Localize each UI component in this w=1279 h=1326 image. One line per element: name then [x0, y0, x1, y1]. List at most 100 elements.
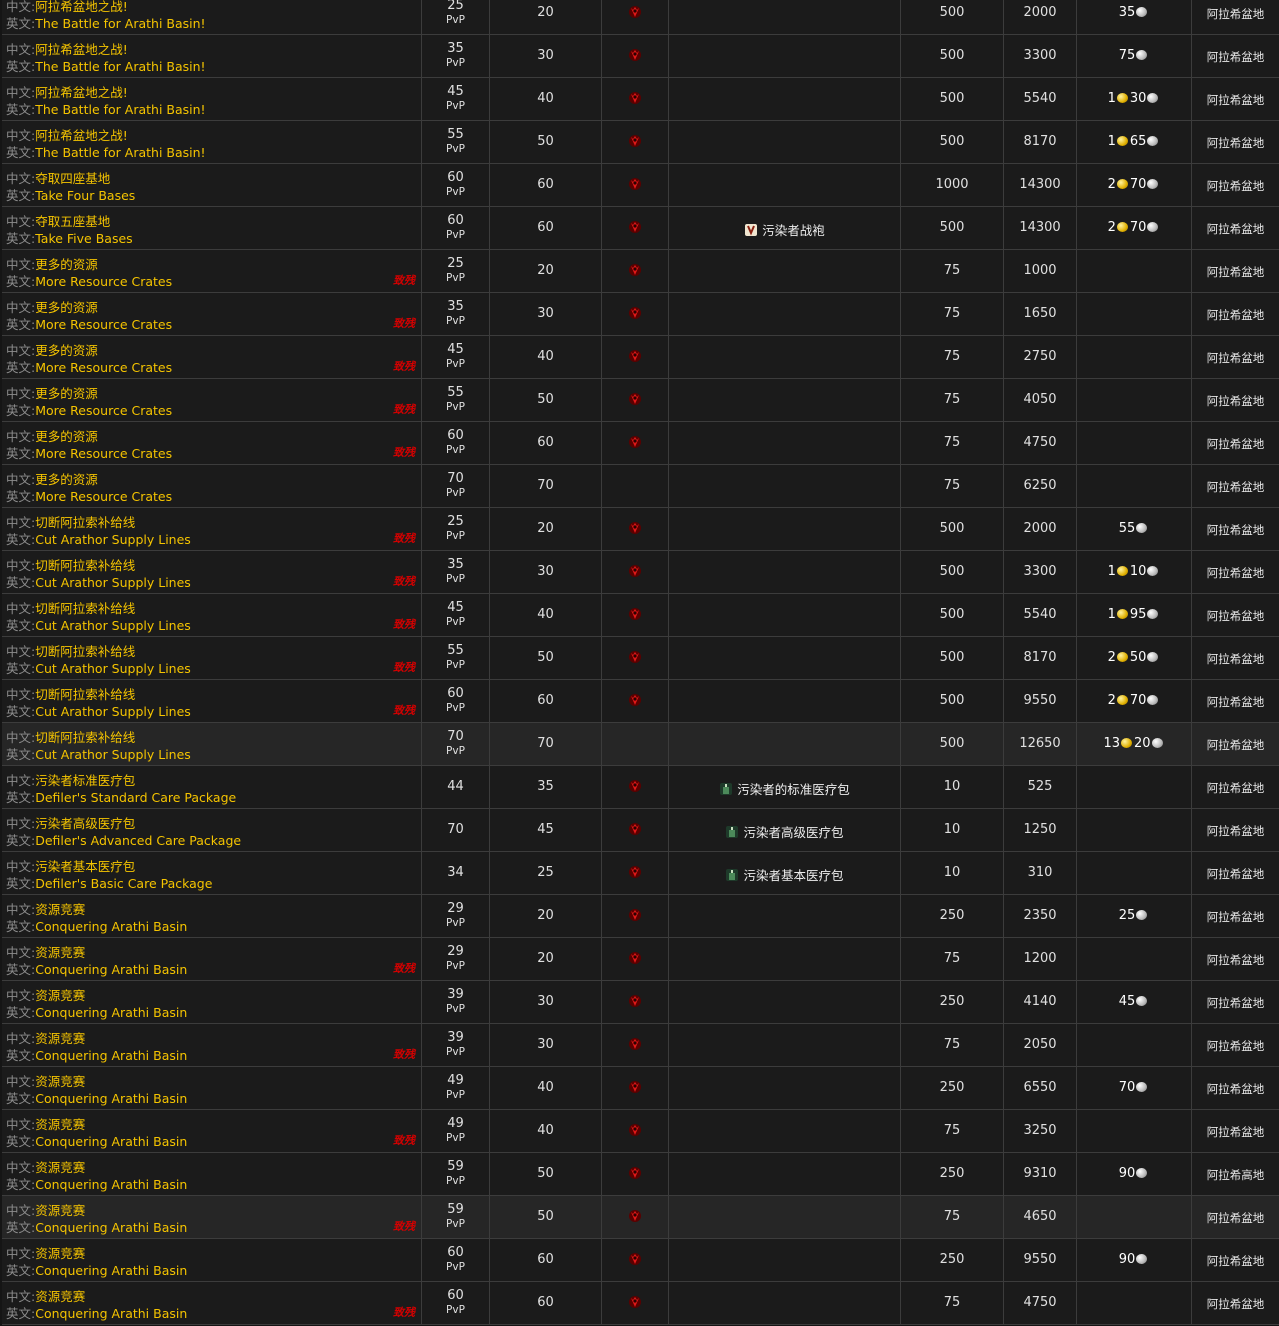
cell: 阿拉希盆地 — [1191, 1024, 1279, 1066]
cell: 4050 — [1003, 379, 1076, 421]
cell: 1000 — [900, 164, 1003, 206]
reputation: 75 — [943, 1037, 961, 1052]
cell: 25 PvP — [421, 508, 489, 550]
cell: 阿拉希盆地 — [1191, 78, 1279, 120]
horde-icon — [629, 1124, 641, 1136]
quest-name-en: Cut Arathor Supply Lines — [35, 618, 191, 633]
cell: 525 — [1003, 766, 1076, 808]
label-cn: 中文: — [6, 386, 36, 401]
cell — [601, 465, 668, 507]
cell: 4750 — [1003, 422, 1076, 464]
cell: 13 20 — [1076, 723, 1191, 765]
experience: 8170 — [1023, 134, 1057, 149]
quest-row: 中文:资源竞赛 英文:Conquering Arathi Basin 致残 29 PvP… — [2, 938, 1279, 981]
cell — [601, 852, 668, 894]
required-level: 30 — [537, 306, 554, 321]
name-cn-line: 中文:资源竞赛 — [6, 942, 85, 961]
name-en-line: 英文:Conquering Arathi Basin — [6, 1303, 187, 1322]
required-level: 60 — [537, 220, 554, 235]
quest-level: 59 — [447, 1159, 464, 1174]
cell: 6250 — [1003, 465, 1076, 507]
cell: 阿拉希盆地 — [1191, 809, 1279, 851]
name-en-line: 英文:Conquering Arathi Basin — [6, 1131, 187, 1150]
horde-icon — [629, 307, 641, 319]
level-tag: PvP — [446, 272, 465, 284]
cell — [1076, 465, 1191, 507]
level-tag: PvP — [446, 57, 465, 69]
cell — [601, 1282, 668, 1324]
zone: 阿拉希盆地 — [1206, 93, 1265, 107]
label-cn: 中文: — [6, 816, 36, 831]
required-level: 35 — [537, 779, 554, 794]
cell: 8170 — [1003, 637, 1076, 679]
name-cn-line: 中文:切断阿拉索补给线 — [6, 684, 135, 703]
cell: 60 — [489, 680, 601, 722]
label-cn: 中文: — [6, 1074, 36, 1089]
cell: 20 — [489, 938, 601, 980]
name-cn-line: 中文:更多的资源 — [6, 297, 98, 316]
quest-row: 中文:资源竞赛 英文:Conquering Arathi Basin 39 PvP 30… — [2, 981, 1279, 1024]
label-en: 英文: — [6, 618, 36, 633]
name-cn-line: 中文:切断阿拉索补给线 — [6, 598, 135, 617]
experience: 4650 — [1023, 1209, 1057, 1224]
level-tag: PvP — [446, 1089, 465, 1101]
cell: 中文:资源竞赛 英文:Conquering Arathi Basin — [2, 981, 421, 1023]
cell: 70 PvP — [421, 723, 489, 765]
silver-amount: 95 — [1129, 607, 1147, 622]
cell: 500 — [900, 594, 1003, 636]
silver-amount: 55 — [1118, 521, 1136, 536]
quest-name-en: Cut Arathor Supply Lines — [35, 747, 191, 762]
cell — [601, 250, 668, 292]
cell — [601, 637, 668, 679]
cell: 500 — [900, 680, 1003, 722]
required-level: 30 — [537, 1037, 554, 1052]
cell — [1076, 1024, 1191, 1066]
experience: 1650 — [1023, 306, 1057, 321]
cell: 70 PvP — [421, 465, 489, 507]
cell: 中文:切断阿拉索补给线 英文:Cut Arathor Supply Lines — [2, 723, 421, 765]
silver-amount: 70 — [1129, 693, 1147, 708]
zone: 阿拉希盆地 — [1206, 609, 1265, 623]
quest-row: 中文:切断阿拉索补给线 英文:Cut Arathor Supply Lines 致残… — [2, 680, 1279, 723]
cell: 中文:资源竞赛 英文:Conquering Arathi Basin — [2, 1067, 421, 1109]
name-en-line: 英文:More Resource Crates — [6, 400, 172, 419]
cell: 60 — [489, 422, 601, 464]
label-cn: 中文: — [6, 0, 36, 14]
note: 致残 — [393, 575, 415, 588]
zone: 阿拉希盆地 — [1206, 695, 1265, 709]
label-cn: 中文: — [6, 257, 36, 272]
label-en: 英文: — [6, 1005, 36, 1020]
cell: 250 — [900, 895, 1003, 937]
cell: 阿拉希盆地 — [1191, 723, 1279, 765]
quest-name-cn: 污染者标准医疗包 — [35, 773, 136, 788]
name-cn-line: 中文:夺取四座基地 — [6, 168, 110, 187]
reputation: 250 — [939, 908, 965, 923]
quest-row: 中文:切断阿拉索补给线 英文:Cut Arathor Supply Lines 致残… — [2, 551, 1279, 594]
cell: 35 PvP — [421, 293, 489, 335]
cell — [668, 293, 900, 335]
cell: 污染者战袍 — [668, 207, 900, 249]
money: 70 — [1077, 1080, 1191, 1095]
money: 90 — [1077, 1166, 1191, 1181]
label-en: 英文: — [6, 1091, 36, 1106]
horde-icon — [629, 6, 641, 18]
zone: 阿拉希盆地 — [1206, 351, 1265, 365]
cell: 阿拉希盆地 — [1191, 981, 1279, 1023]
name-cn-line: 中文:更多的资源 — [6, 469, 98, 488]
name-en-line: 英文:Conquering Arathi Basin — [6, 1217, 187, 1236]
quest-row: 中文:切断阿拉索补给线 英文:Cut Arathor Supply Lines 致残… — [2, 637, 1279, 680]
cell: 250 — [900, 1067, 1003, 1109]
cell: 9310 — [1003, 1153, 1076, 1195]
quest-name-cn: 更多的资源 — [35, 257, 98, 272]
reward-icon — [720, 783, 733, 795]
zone: 阿拉希盆地 — [1206, 1297, 1265, 1311]
money: 1 65 — [1077, 134, 1191, 149]
quest-level: 34 — [447, 865, 464, 880]
cell — [601, 121, 668, 163]
silver-amount: 25 — [1118, 908, 1136, 923]
cell — [1076, 852, 1191, 894]
quest-name-en: Defiler's Standard Care Package — [35, 790, 237, 805]
cell: 中文:切断阿拉索补给线 英文:Cut Arathor Supply Lines 致残 — [2, 508, 421, 550]
cell: 阿拉希盆地 — [1191, 164, 1279, 206]
